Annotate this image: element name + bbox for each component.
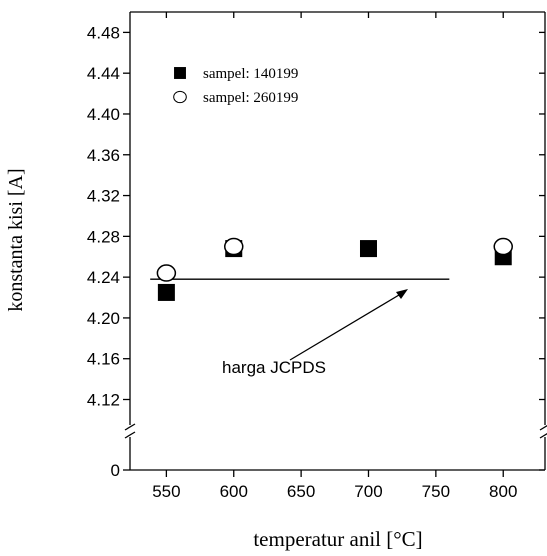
axis-break <box>539 425 547 431</box>
annotation-arrow <box>289 291 405 361</box>
legend-marker <box>173 90 187 104</box>
arrow-head <box>396 289 408 299</box>
axis-break <box>124 423 136 431</box>
circle-marker <box>493 237 513 256</box>
y-tick-label: 4.32 <box>87 187 120 206</box>
x-tick-label: 600 <box>220 482 248 501</box>
y-tick-label: 0 <box>111 461 120 480</box>
y-tick-label: 4.40 <box>87 105 120 124</box>
square-marker <box>157 283 175 301</box>
x-tick-label: 750 <box>422 482 450 501</box>
y-tick-label: 4.16 <box>87 350 120 369</box>
axis-break <box>124 431 136 439</box>
x-axis-label: temperatur anil [°C] <box>253 527 422 551</box>
circle-marker <box>156 264 177 282</box>
circle-marker <box>224 237 244 256</box>
annotation: harga JCPDS <box>222 358 326 377</box>
x-tick-label: 550 <box>152 482 180 501</box>
y-tick-label: 4.44 <box>87 64 120 83</box>
legend-marker <box>174 67 186 79</box>
x-tick-label: 700 <box>354 482 382 501</box>
x-tick-label: 650 <box>287 482 315 501</box>
y-tick-label: 4.28 <box>87 227 120 246</box>
legend-label: sampel: 260199 <box>203 90 298 106</box>
square-marker <box>359 240 377 258</box>
y-axis-label: konstanta kisi [A] <box>5 168 27 311</box>
y-tick-label: 4.24 <box>87 268 120 287</box>
y-tick-label: 4.36 <box>87 146 120 165</box>
y-tick-label: 4.48 <box>87 23 120 42</box>
y-tick-label: 4.20 <box>87 309 120 328</box>
legend-label: sampel: 140199 <box>203 66 298 82</box>
axis-break <box>539 433 547 439</box>
y-tick-label: 4.12 <box>87 391 120 410</box>
x-tick-label: 800 <box>489 482 517 501</box>
